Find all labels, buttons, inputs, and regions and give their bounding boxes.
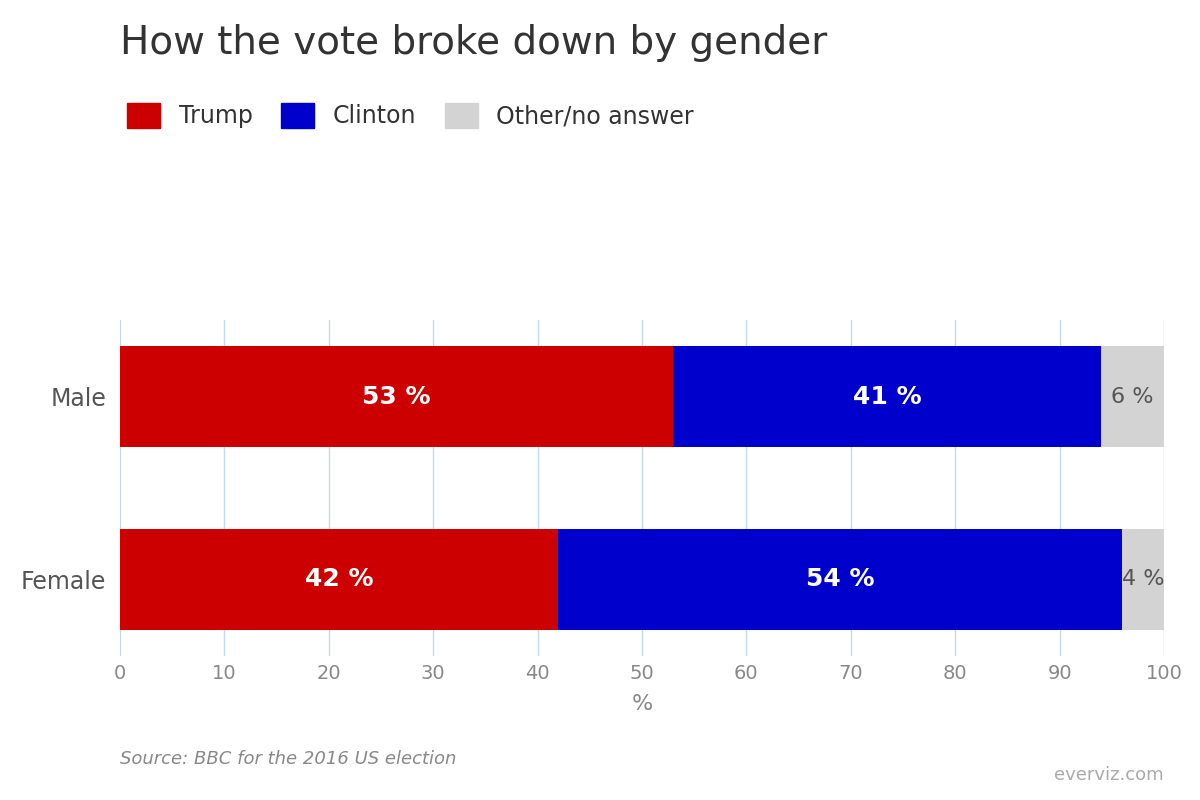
Legend: Trump, Clinton, Other/no answer: Trump, Clinton, Other/no answer: [126, 103, 694, 128]
Bar: [1102, 346, 1164, 447]
Text: 54 %: 54 %: [806, 567, 875, 591]
Text: 42 %: 42 %: [305, 567, 373, 591]
Text: 6 %: 6 %: [1111, 386, 1154, 406]
Text: 4 %: 4 %: [1122, 570, 1164, 590]
Bar: [120, 346, 673, 447]
Bar: [120, 529, 558, 630]
Text: 41 %: 41 %: [853, 385, 922, 409]
Text: Source: BBC for the 2016 US election: Source: BBC for the 2016 US election: [120, 750, 456, 768]
Bar: [558, 529, 1122, 630]
X-axis label: %: %: [631, 694, 653, 714]
Bar: [1122, 529, 1164, 630]
Text: How the vote broke down by gender: How the vote broke down by gender: [120, 24, 827, 62]
Text: 53 %: 53 %: [362, 385, 431, 409]
Bar: [673, 346, 1102, 447]
Text: everviz.com: everviz.com: [1055, 766, 1164, 784]
